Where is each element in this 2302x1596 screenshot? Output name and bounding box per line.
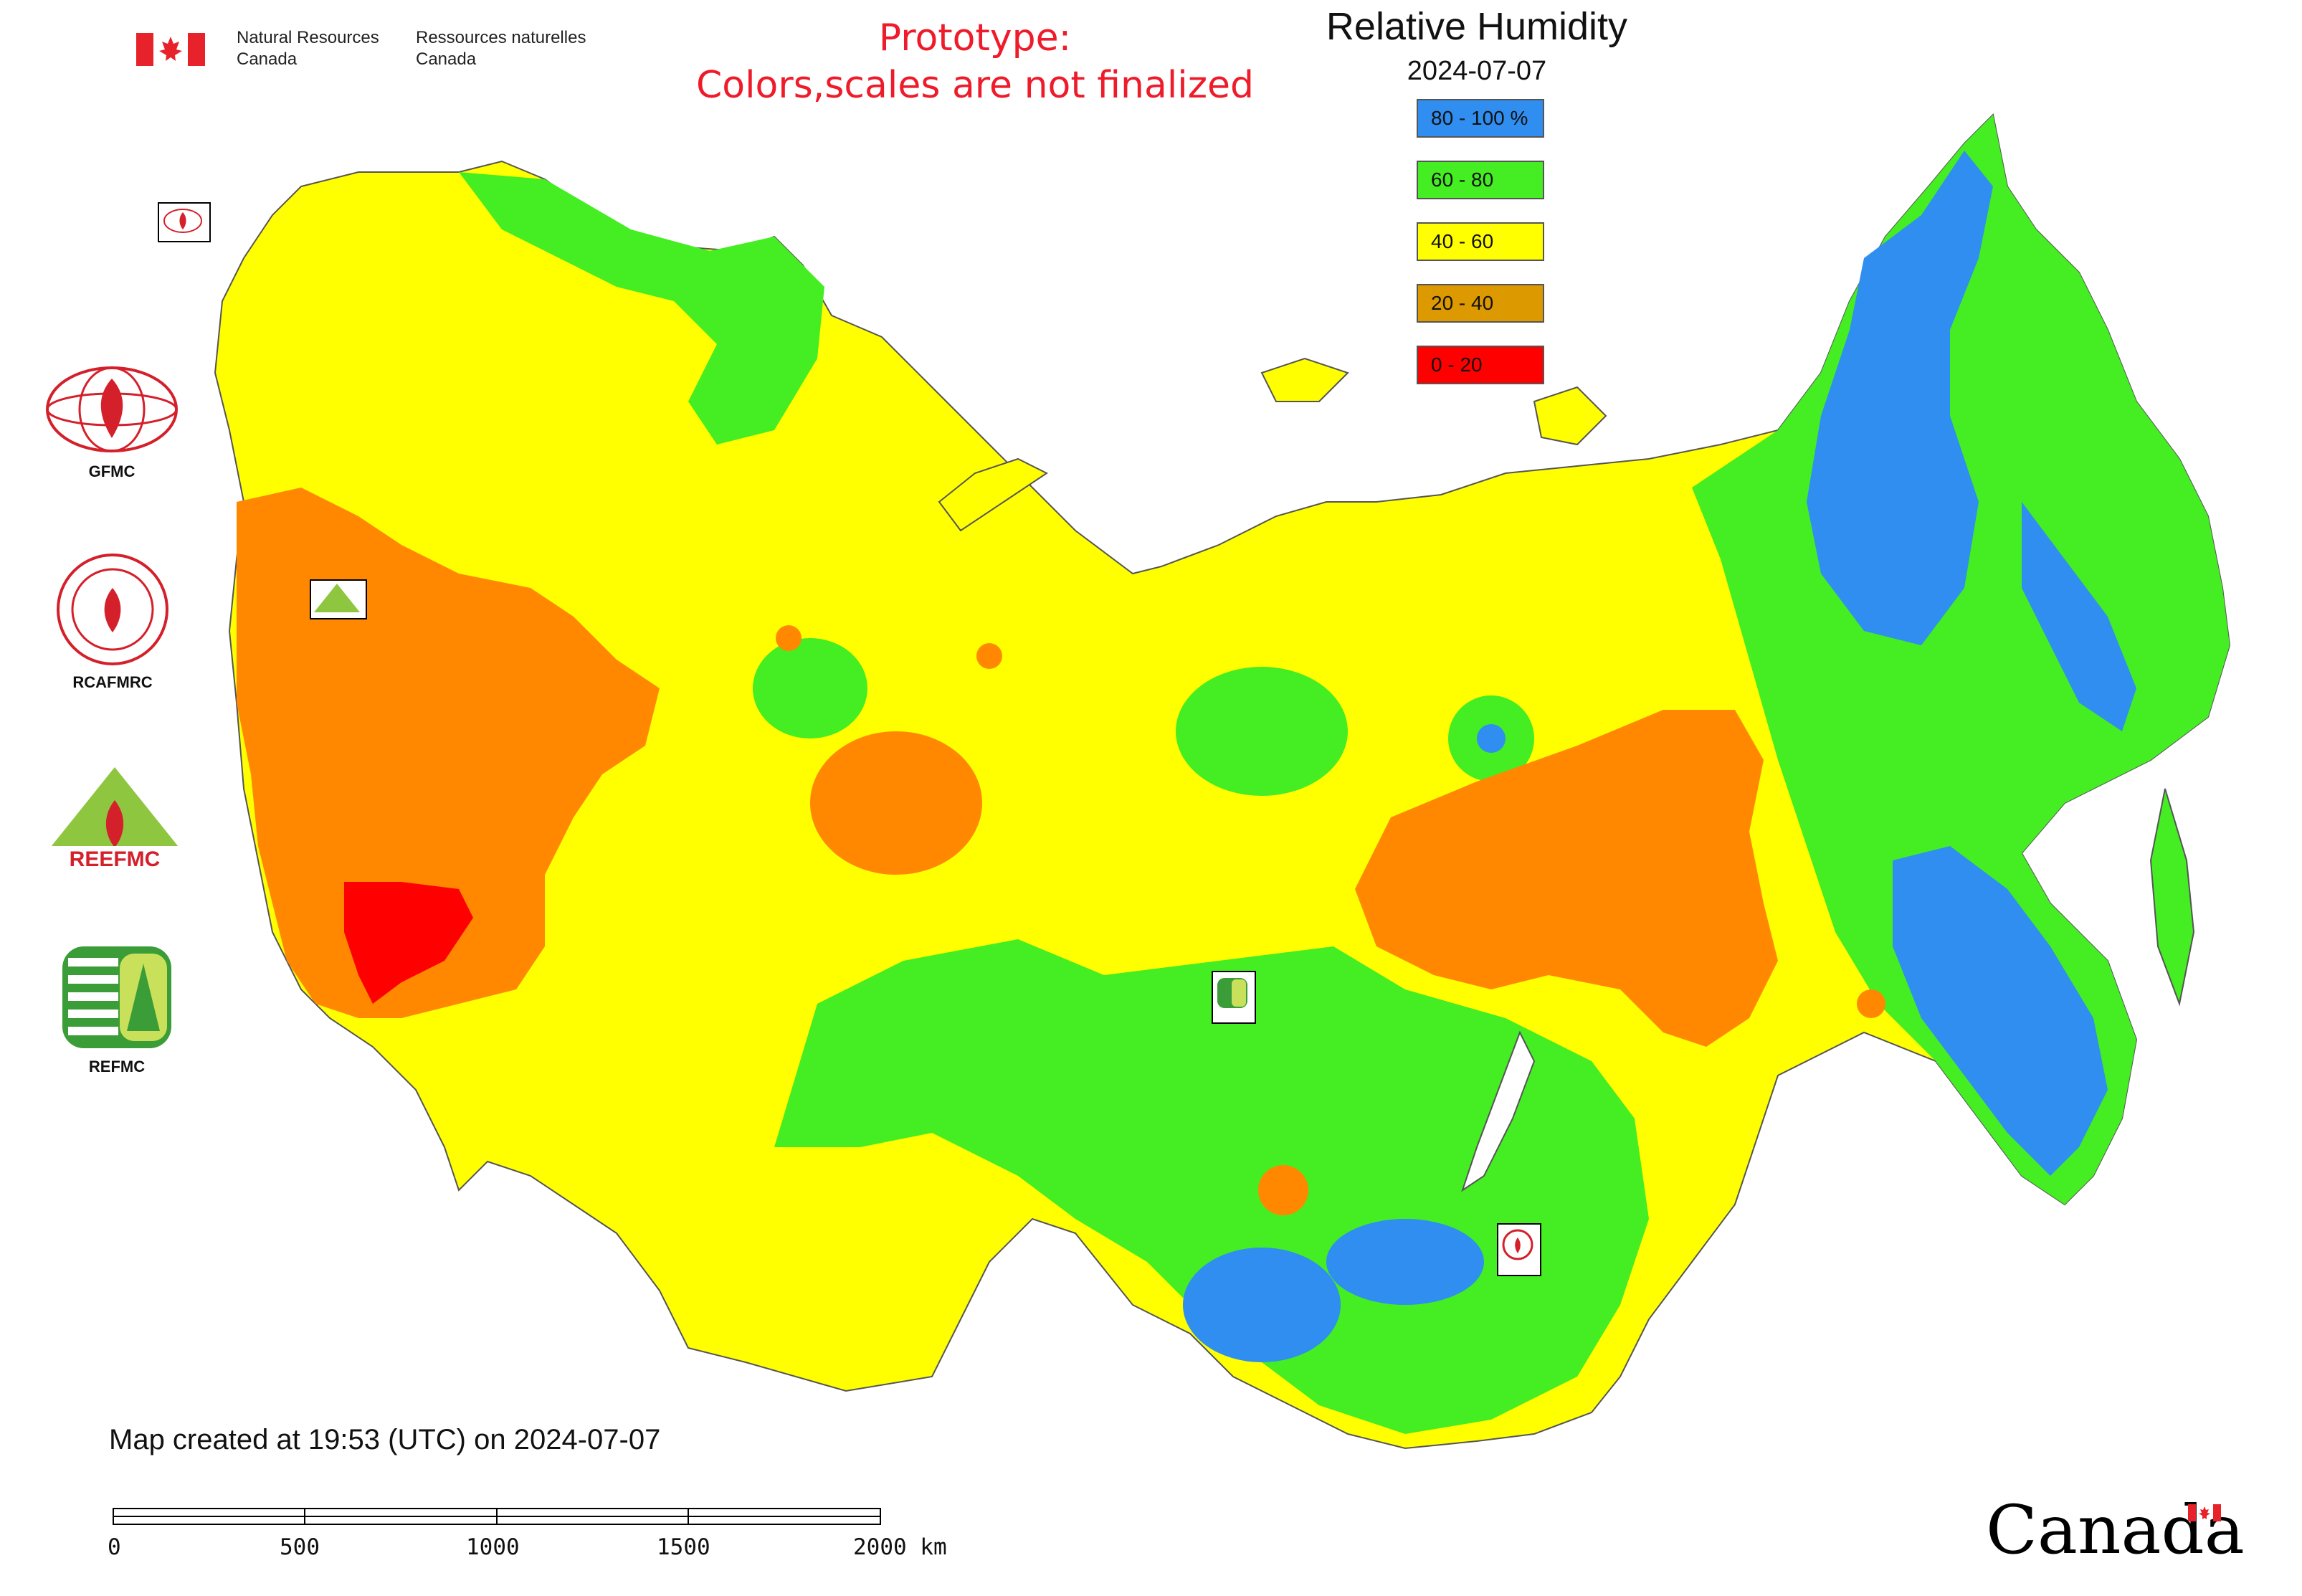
signature-en-line1: Natural Resources <box>237 28 379 47</box>
far-east-green-zone <box>1692 115 2230 1205</box>
yenisei-orange-spot <box>976 643 1002 669</box>
northwest-green-zone <box>459 172 824 445</box>
map-date: 2024-07-07 <box>1407 56 1547 86</box>
canada-wordmark: Canada <box>1986 1491 2245 1569</box>
reefmc-map-marker[interactable] <box>310 579 367 619</box>
sayan-blue-zone <box>1326 1219 1484 1305</box>
novaya-zemlya <box>938 457 1048 532</box>
yamal-green-zone <box>753 638 867 738</box>
yakutia-blue-dot <box>1477 724 1506 753</box>
prototype-line1: Prototype: <box>878 16 1072 60</box>
scale-tick-500: 500 <box>280 1534 320 1560</box>
map-title: Relative Humidity <box>1326 5 1628 48</box>
prototype-line2: Colors,scales are not finalized <box>695 64 1255 107</box>
legend-label: 20 - 40 <box>1431 292 1494 314</box>
reefmc-triangle-icon: REEFMC <box>39 767 190 871</box>
central-orange-zone <box>810 731 982 875</box>
lake-baikal <box>1461 1030 1536 1192</box>
gfmc-label: GFMC <box>88 462 135 480</box>
refmc-map-marker[interactable] <box>1212 971 1256 1024</box>
legend-label: 60 - 80 <box>1431 168 1494 191</box>
scale-tick-2000km: 2000 km <box>853 1534 947 1560</box>
signature-french: Ressources naturelles Canada <box>416 27 586 70</box>
legend-label: 40 - 60 <box>1431 230 1494 252</box>
legend-label: 0 - 20 <box>1431 353 1483 376</box>
gfmc-map-marker[interactable] <box>158 202 211 242</box>
scale-tick-0: 0 <box>108 1534 121 1560</box>
canada-flag-left-bar <box>136 33 153 66</box>
signature-english: Natural Resources Canada <box>237 27 379 70</box>
legend-item-80-100: 80 - 100 % <box>1417 99 1544 138</box>
severnaya-zemlya <box>1260 357 1349 402</box>
scale-tick-1500: 1500 <box>657 1534 710 1560</box>
maple-leaf-icon <box>153 33 188 66</box>
rcafmrc-seal-icon <box>57 554 168 665</box>
signature-fr-line2: Canada <box>416 49 477 69</box>
canada-flag-right-bar <box>188 33 205 66</box>
canada-wordmark-flag-icon <box>2188 1504 2221 1521</box>
prototype-notice: Prototype: Colors,scales are not finaliz… <box>645 14 1305 109</box>
south-siberia-green-zone <box>774 939 1649 1434</box>
sakhalin-island <box>2149 788 2195 1007</box>
southwest-red-zone <box>344 882 473 1004</box>
scale-tick-1000: 1000 <box>466 1534 520 1560</box>
legend-item-20-40: 20 - 40 <box>1417 284 1544 323</box>
map-created-text: Map created at 19:53 (UTC) on 2024-07-07 <box>109 1424 661 1455</box>
signature-fr-line1: Ressources naturelles <box>416 28 586 47</box>
rcafmrc-label: RCAFMRC <box>72 673 153 691</box>
refmc-label: REFMC <box>88 1058 146 1075</box>
legend-label: 80 - 100 % <box>1431 107 1528 129</box>
rcafmrc-map-marker[interactable] <box>1497 1223 1541 1276</box>
sayan-orange-spot <box>1258 1165 1308 1215</box>
reefmc-logo-block: REEFMC <box>36 764 194 875</box>
legend-item-60-80: 60 - 80 <box>1417 161 1544 199</box>
west-siberia-orange-spot <box>776 625 802 651</box>
putorana-green-zone <box>1176 667 1348 796</box>
gfmc-logo-block: GFMC <box>40 363 184 481</box>
kamchatka-blue-zone <box>2022 502 2136 731</box>
refmc-logo-block: REFMC <box>56 944 178 1076</box>
altai-blue-zone <box>1183 1248 1341 1362</box>
reefmc-logo-text: REEFMC <box>70 847 161 871</box>
rcafmrc-logo-block: RCAFMRC <box>52 552 173 692</box>
amur-orange-spot <box>1857 989 1885 1018</box>
legend-item-0-20: 0 - 20 <box>1417 346 1544 384</box>
far-east-blue-zone <box>1807 151 1993 645</box>
new-siberian-islands <box>1533 386 1607 446</box>
gfmc-globe-icon <box>46 366 178 452</box>
refmc-emblem-icon <box>62 946 171 1048</box>
legend-item-40-60: 40 - 60 <box>1417 222 1544 261</box>
east-siberia-orange-zone <box>1355 710 1778 1047</box>
signature-en-line2: Canada <box>237 49 298 69</box>
west-orange-zone <box>237 488 660 1018</box>
scale-bar-graphic <box>113 1508 881 1525</box>
nrcan-signature: Natural Resources Canada Ressources natu… <box>136 27 609 77</box>
scale-bar: 0 500 1000 1500 2000 km <box>108 1506 947 1563</box>
okhotsk-coast-blue-zone <box>1893 846 2108 1176</box>
